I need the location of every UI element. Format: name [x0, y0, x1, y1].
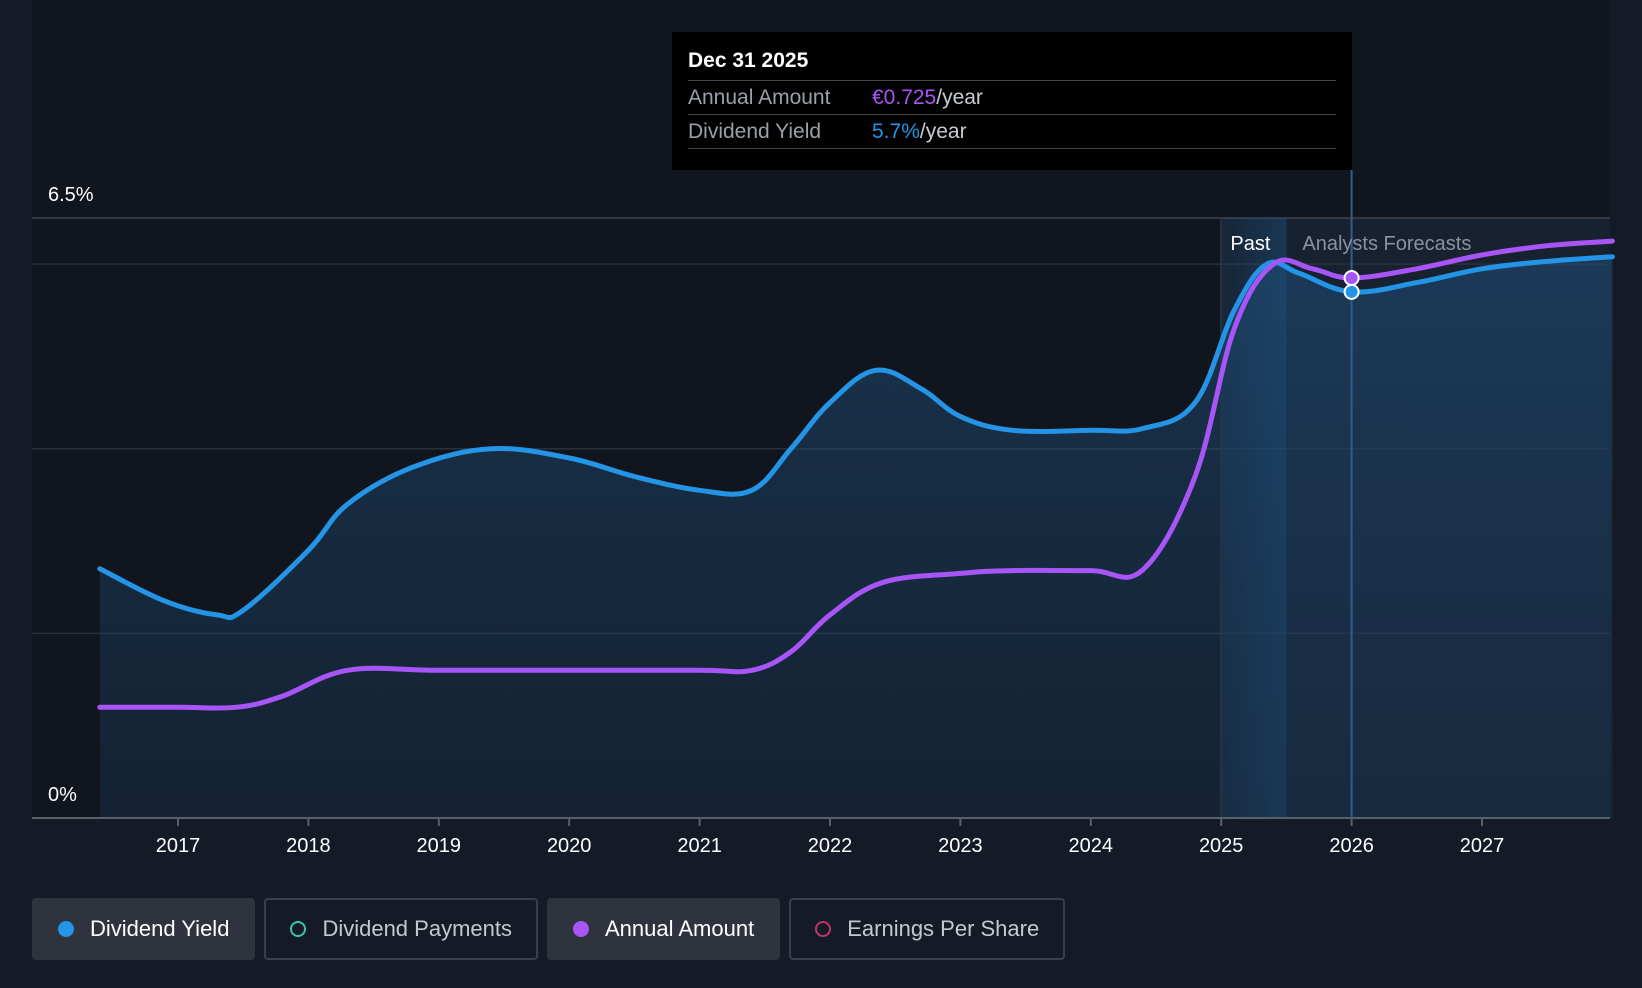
x-tick-label: 2026 [1329, 835, 1374, 857]
legend-dot-icon [572, 921, 589, 937]
tooltip-key: Dividend Yield [688, 120, 822, 143]
tooltip-row-dividend-yield: Dividend Yield 5.7% /year [688, 115, 1336, 149]
annual-amount-highlight-point[interactable] [1343, 270, 1360, 286]
dividend-yield-line [97, 254, 1615, 621]
x-tick-label: 2025 [1199, 835, 1244, 857]
tooltip: Dec 31 2025 Annual Amount €0.725 /year D… [672, 32, 1352, 170]
legend: Dividend Yield Dividend Payments Annual … [32, 898, 1066, 960]
x-tick-label: 2021 [677, 835, 722, 857]
x-tick-label: 2022 [808, 835, 853, 857]
x-tick-label: 2023 [938, 835, 983, 857]
x-tick-label: 2024 [1069, 835, 1114, 857]
legend-dot-icon [58, 921, 74, 937]
past-region-label: Past [1230, 233, 1270, 255]
tooltip-date: Dec 31 2025 [688, 46, 1336, 81]
y-axis-top-label: 6.5% [48, 184, 94, 206]
forecast-region-label: Analysts Forecasts [1302, 233, 1471, 255]
legend-label: Dividend Payments [322, 916, 512, 941]
tooltip-value: 5.7% [872, 120, 920, 143]
x-axis-ticks: 2017 2018 2019 2020 2021 2022 2023 2024 2025 2026… [156, 818, 1505, 857]
tooltip-value: €0.725 [872, 86, 937, 109]
dividend-yield-highlight-point[interactable] [1343, 283, 1360, 300]
legend-annual-amount-button[interactable]: Annual Amount [546, 898, 781, 960]
tooltip-row-annual-amount: Annual Amount €0.725 /year [688, 81, 1336, 115]
legend-label: Earnings Per Share [847, 916, 1040, 941]
legend-earnings-per-share-button[interactable]: Earnings Per Share [789, 898, 1066, 960]
tooltip-key: Annual Amount [688, 86, 831, 109]
legend-ring-icon [815, 921, 832, 937]
tooltip-unit: /year [919, 120, 967, 143]
x-tick-label: 2018 [286, 835, 331, 857]
legend-ring-icon [290, 921, 307, 937]
x-tick-label: 2019 [417, 835, 462, 857]
x-tick-label: 2017 [156, 835, 201, 857]
legend-dividend-payments-button[interactable]: Dividend Payments [264, 898, 538, 960]
yield-area [99, 256, 1613, 818]
x-tick-label: 2027 [1460, 835, 1505, 857]
legend-label: Annual Amount [604, 916, 755, 941]
legend-label: Dividend Yield [90, 916, 230, 941]
y-axis-bottom-label: 0% [48, 784, 77, 806]
legend-dividend-yield-button[interactable]: Dividend Yield [32, 898, 256, 960]
tooltip-unit: /year [936, 86, 983, 109]
x-tick-label: 2020 [547, 835, 592, 857]
